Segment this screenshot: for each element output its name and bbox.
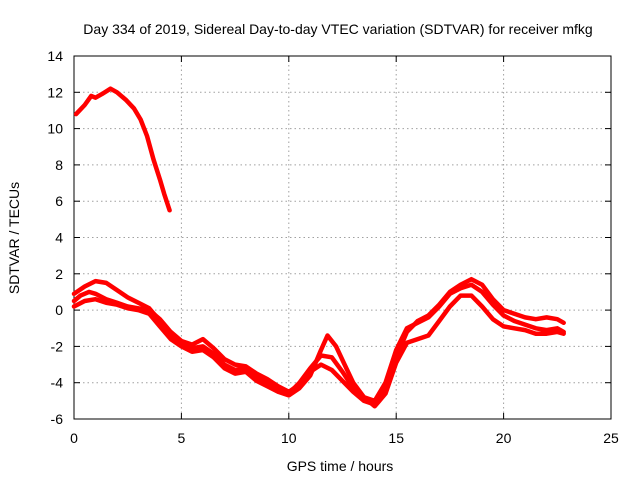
y-tick-label: 2 [55, 266, 63, 282]
axis-ticks: 0 5 10 15 20 25 -6 -4 -2 0 2 4 6 8 10 12 14 [47, 48, 619, 446]
chart-title: Day 334 of 2019, Sidereal Day-to-day VTE… [83, 21, 592, 37]
y-tick-label: 4 [55, 230, 63, 246]
series-group [71, 86, 566, 409]
x-tick-label: 25 [603, 430, 619, 446]
series-line-track-a [71, 276, 566, 407]
x-tick-label: 20 [496, 430, 512, 446]
x-tick-label: 5 [178, 430, 186, 446]
series-line-arc-early [73, 86, 172, 213]
y-tick-label: -2 [51, 338, 64, 354]
series-line-track-c [71, 293, 566, 409]
y-axis-title: SDTVAR / TECUs [6, 182, 22, 294]
x-tick-label: 15 [388, 430, 404, 446]
y-tick-label: 14 [47, 48, 63, 64]
x-tick-label: 0 [70, 430, 78, 446]
x-axis-title: GPS time / hours [287, 458, 394, 474]
y-tick-label: 10 [47, 121, 63, 137]
y-tick-label: -4 [51, 375, 64, 391]
y-tick-label: -6 [51, 411, 64, 427]
y-tick-label: 12 [47, 84, 63, 100]
y-tick-label: 6 [55, 193, 63, 209]
y-tick-label: 8 [55, 157, 63, 173]
y-tick-label: 0 [55, 302, 63, 318]
x-tick-label: 10 [281, 430, 297, 446]
